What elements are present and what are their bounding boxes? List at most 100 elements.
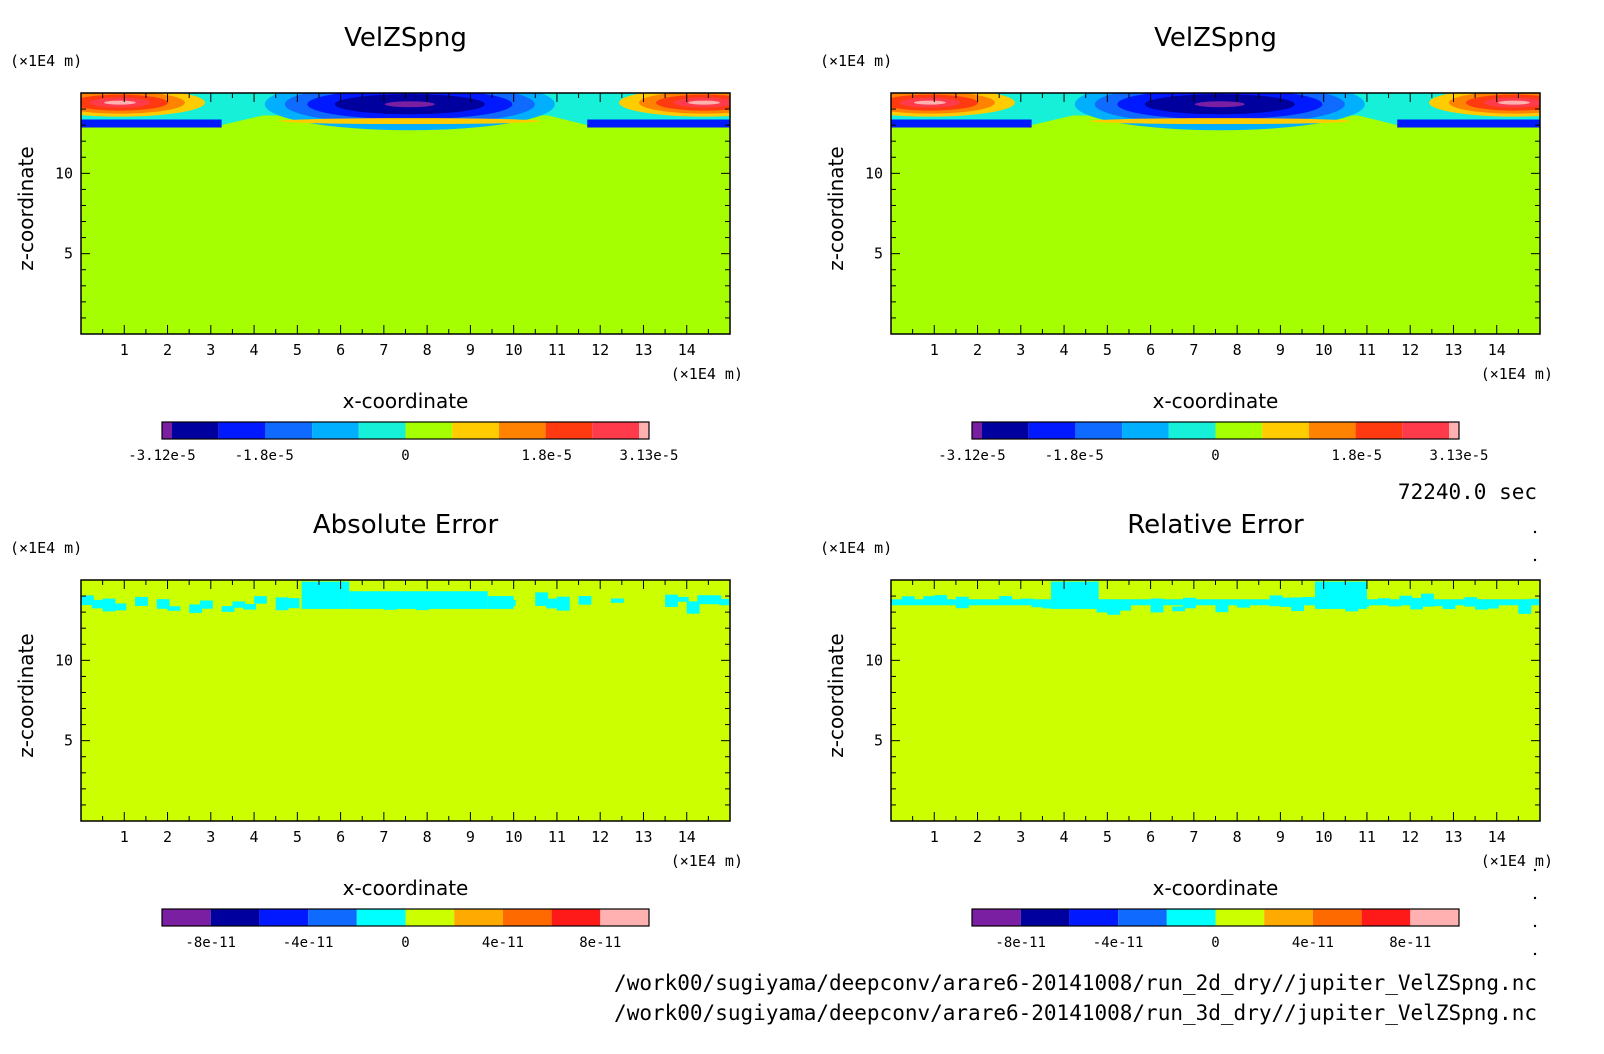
y-tick-label: 10	[865, 164, 883, 182]
field-background	[891, 580, 1540, 821]
field-background	[81, 580, 730, 821]
colorbar-label: -3.12e-5	[938, 448, 1005, 464]
x-tick-label: 7	[1189, 828, 1198, 846]
colorbar-frame	[971, 908, 1460, 927]
colorbar-swatch	[452, 422, 499, 439]
error-patch	[286, 598, 300, 609]
colorbar-swatch	[1361, 909, 1411, 926]
x-tick-label: 13	[634, 341, 652, 359]
colorbar-swatch	[1166, 909, 1216, 926]
colorbar-swatch	[551, 909, 601, 926]
colorbar-frame	[161, 421, 650, 440]
panel-4: Relative Error(×1E4 m)1 2 3 4 5 6 7 8 9 10 11 12 13 1…	[820, 510, 1553, 951]
margin-dot	[1533, 896, 1537, 900]
colorbar-swatch	[982, 422, 1029, 439]
x-tick-label: 10	[505, 341, 523, 359]
error-strip	[891, 599, 1540, 606]
x-tick-label: 9	[466, 828, 475, 846]
panel-1: VelZSpng(×1E4 m)1 2 3 4 5 6 7 8 9 10 11 12 13 14510(×…	[10, 23, 743, 464]
y-unit-label: (×1E4 m)	[10, 52, 82, 70]
error-patch	[556, 596, 570, 611]
y-axis-label: z-coordinate	[14, 146, 38, 270]
error-patch	[254, 596, 267, 604]
x-tick-label: 2	[973, 341, 982, 359]
x-tick-label: 14	[1488, 828, 1506, 846]
colorbar-swatch	[1410, 909, 1459, 926]
file-path-1: /work00/sugiyama/deepconv/arare6-2014100…	[614, 971, 1537, 995]
x-tick-label: 8	[1233, 341, 1242, 359]
colorbar-frame	[161, 908, 650, 927]
y-unit-label: (×1E4 m)	[10, 539, 82, 557]
x-tick-label: 9	[466, 341, 475, 359]
colorbar-swatch	[162, 422, 172, 439]
x-tick-label: 3	[206, 341, 215, 359]
x-tick-label: 5	[1103, 341, 1112, 359]
x-tick-label: 11	[1358, 341, 1376, 359]
x-axis-label: x-coordinate	[1153, 389, 1279, 413]
x-tick-label: 4	[250, 828, 259, 846]
colorbar-label: 0	[401, 935, 409, 951]
x-tick-label: 2	[973, 828, 982, 846]
colorbar-label: -8e-11	[185, 935, 236, 951]
x-tick-label: 12	[1401, 341, 1419, 359]
x-unit-label: (×1E4 m)	[671, 852, 743, 870]
colorbar-label: 8e-11	[579, 935, 621, 951]
error-patch	[91, 599, 105, 609]
x-tick-label: 7	[379, 828, 388, 846]
error-patch	[535, 592, 549, 606]
error-patch	[243, 604, 257, 610]
error-block	[301, 581, 350, 609]
colorbar-label: -4e-11	[1093, 935, 1144, 951]
x-unit-label: (×1E4 m)	[671, 365, 743, 383]
panel-title: Absolute Error	[313, 510, 499, 540]
colorbar-swatch	[405, 422, 453, 439]
colorbar-swatch	[1308, 422, 1356, 439]
pos-contour-right-4	[688, 100, 721, 105]
x-tick-label: 10	[1315, 341, 1333, 359]
x-tick-label: 4	[1060, 341, 1069, 359]
y-tick-label: 10	[55, 164, 73, 182]
x-tick-label: 2	[163, 828, 172, 846]
error-patch	[546, 598, 559, 609]
y-unit-label: (×1E4 m)	[820, 52, 892, 70]
x-tick-label: 5	[293, 828, 302, 846]
colorbar-swatch	[1168, 422, 1216, 439]
colorbar: -3.12e-5 -1.8e-5 0 1.8e-5 3.13e-5	[938, 421, 1489, 464]
colorbar-swatch	[1075, 422, 1123, 439]
error-block	[487, 596, 514, 609]
colorbar-label: -8e-11	[995, 935, 1046, 951]
colorbar-swatch	[308, 909, 357, 926]
x-tick-label: 9	[1276, 828, 1285, 846]
x-tick-label: 14	[1488, 341, 1506, 359]
colorbar: -3.12e-5 -1.8e-5 0 1.8e-5 3.13e-5	[128, 421, 679, 464]
error-patch	[665, 594, 678, 607]
colorbar-label: -4e-11	[283, 935, 334, 951]
margin-dot	[1533, 924, 1537, 928]
colorbar-swatch	[592, 422, 639, 439]
x-tick-label: 3	[1016, 341, 1025, 359]
file-path-2: /work00/sugiyama/deepconv/arare6-2014100…	[614, 1001, 1537, 1025]
y-axis-label: z-coordinate	[14, 633, 38, 757]
field-layer	[81, 580, 730, 821]
x-unit-label: (×1E4 m)	[1481, 852, 1553, 870]
margin-dot	[1533, 952, 1537, 956]
error-patch	[708, 595, 722, 605]
error-patch	[81, 595, 94, 606]
colorbar-frame	[971, 421, 1460, 440]
error-patch	[1215, 603, 1229, 613]
x-tick-label: 13	[1444, 341, 1462, 359]
error-patch	[102, 598, 116, 612]
neg-contour-4	[1194, 101, 1245, 108]
y-tick-label: 10	[55, 651, 73, 669]
x-tick-label: 7	[1189, 341, 1198, 359]
colorbar-swatch	[600, 909, 649, 926]
y-tick-label: 5	[64, 732, 73, 750]
x-tick-label: 8	[1233, 828, 1242, 846]
panel-title: VelZSpng	[344, 23, 467, 53]
colorbar-swatch	[1215, 909, 1265, 926]
x-tick-label: 6	[1146, 341, 1155, 359]
y-axis-label: z-coordinate	[824, 146, 848, 270]
error-patch	[135, 596, 148, 606]
error-patch	[675, 596, 689, 602]
margin-dot	[1533, 558, 1537, 562]
